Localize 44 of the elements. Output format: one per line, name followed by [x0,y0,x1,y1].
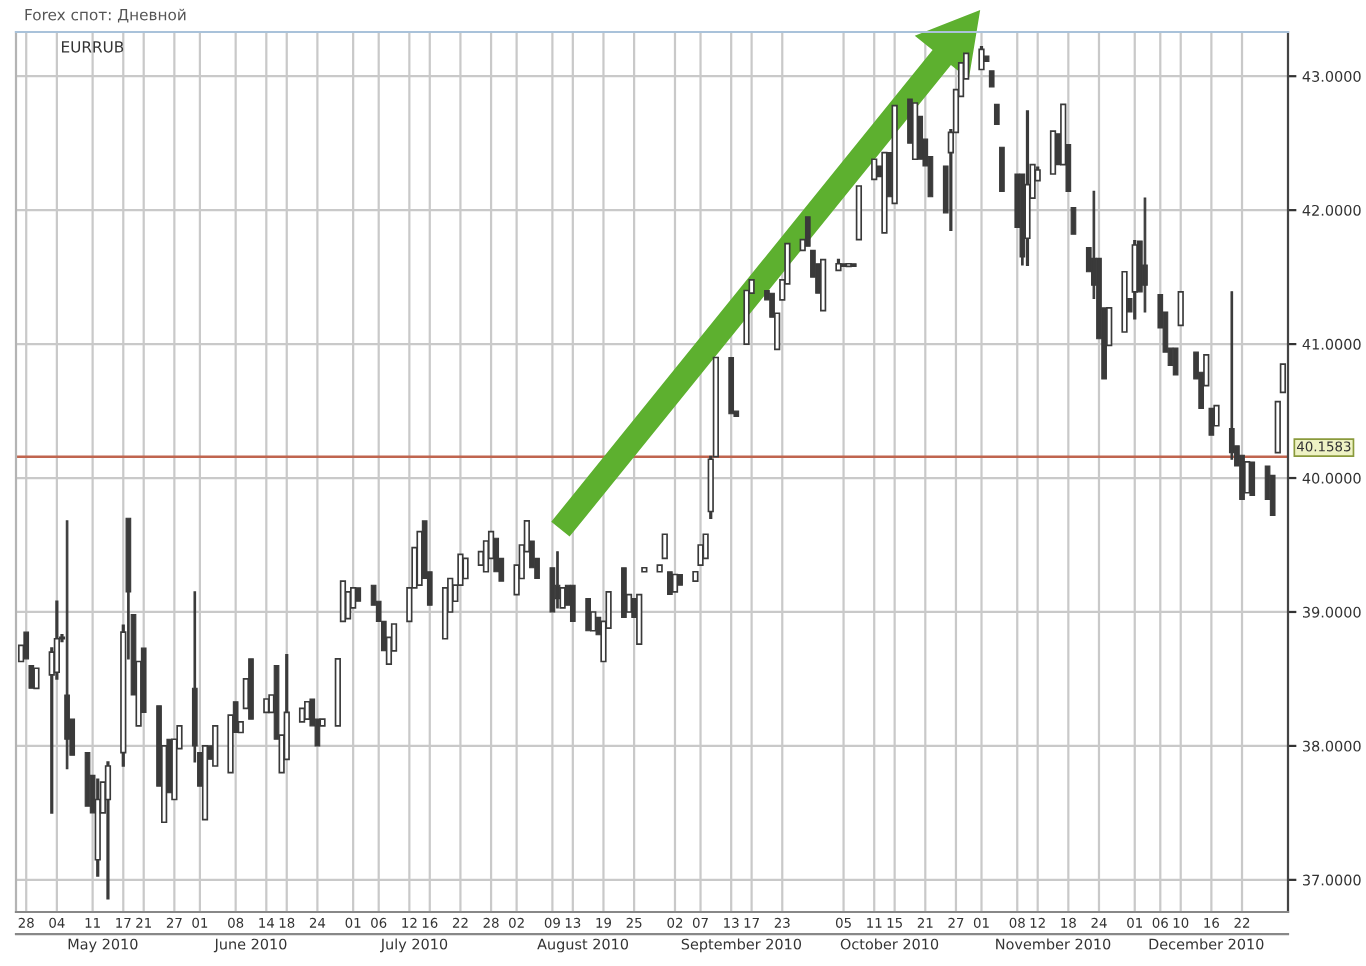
candlestick [33,667,40,690]
candlestick [1070,206,1077,235]
candlestick [891,104,898,205]
candlestick [978,45,985,71]
candlestick [993,103,1000,125]
candlestick [1228,291,1235,460]
candlestick [1024,110,1031,266]
candlestick [1177,291,1184,327]
candlestick [569,584,576,622]
candlestick [1274,400,1281,454]
candlestick [999,146,1005,192]
candlestick [212,724,219,767]
candlestick [355,587,362,602]
candlestick [881,151,888,234]
candlestick [94,778,101,877]
candlestick [855,185,863,241]
candlestick [1249,461,1256,496]
candlestick [1121,270,1128,333]
candlestick [667,571,673,596]
candlestick [702,533,709,560]
candlestick [656,564,663,573]
candlestick [64,520,70,770]
candlestick [23,631,30,660]
candlestick [641,566,648,573]
candlestick [201,745,209,821]
candlestick [871,158,878,181]
candlestick [334,658,341,727]
candlestick [692,570,699,582]
candlestick [585,598,591,632]
candlestick [728,356,735,415]
candlestick [988,70,995,88]
candlestick [835,258,842,272]
candlestick [819,258,827,312]
candlestick [462,557,469,580]
candlestick [621,567,627,618]
candlestick [28,664,35,689]
candlestick [1172,347,1179,376]
candlestick [248,658,254,720]
candlestick [104,761,112,900]
candlestick [554,551,561,609]
candlestick [661,533,668,560]
candlestick [1208,407,1215,436]
candlestick [677,573,683,586]
candlestick [636,593,643,645]
